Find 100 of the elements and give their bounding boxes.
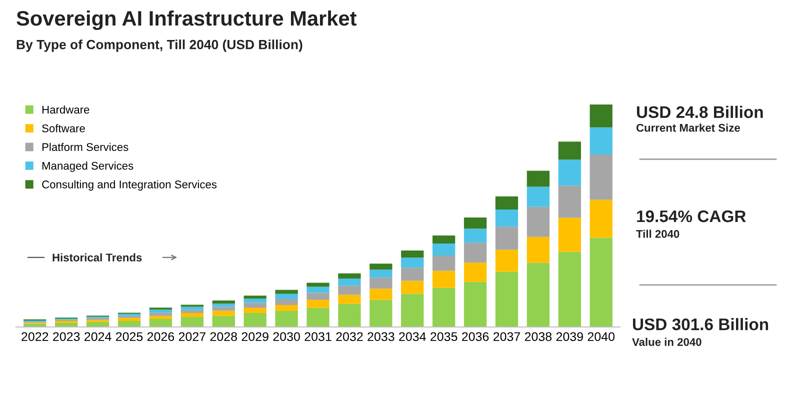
bar	[149, 312, 172, 316]
bar	[464, 242, 487, 263]
bar	[275, 294, 298, 299]
bar	[495, 196, 518, 210]
x-tick-label: 2038	[524, 332, 552, 342]
bar	[149, 318, 172, 327]
bar	[401, 250, 424, 258]
bar	[558, 142, 581, 160]
x-tick-label: 2040	[588, 332, 615, 342]
x-tick-label: 2032	[336, 332, 363, 342]
bar	[526, 262, 550, 327]
x-tick-label: 2035	[430, 332, 458, 342]
bar	[495, 209, 518, 227]
bar	[590, 154, 612, 200]
text: Current Market Size	[636, 124, 740, 132]
x-tick-label: 2022	[22, 332, 48, 342]
bar	[212, 300, 235, 304]
bar	[244, 302, 266, 308]
bar	[432, 236, 456, 244]
x-tick-label: 2024	[84, 332, 112, 342]
bar	[180, 312, 204, 317]
bar	[338, 273, 361, 278]
bar	[401, 258, 424, 268]
x-tick-label: 2039	[556, 332, 583, 342]
bar	[401, 280, 424, 294]
x-tick-label: 2031	[304, 332, 332, 342]
x-tick-label: 2028	[210, 332, 237, 342]
bar	[590, 104, 612, 128]
bar	[401, 294, 424, 327]
bar	[338, 278, 361, 286]
bar	[306, 300, 330, 308]
bar	[432, 256, 456, 271]
text: Till 2040	[636, 230, 680, 238]
bar	[149, 310, 172, 313]
bar	[464, 218, 487, 229]
bar	[306, 292, 330, 300]
x-tick-label: 2027	[178, 332, 206, 342]
bar	[244, 308, 266, 313]
bar	[464, 228, 487, 243]
bar	[590, 200, 612, 238]
bar	[180, 310, 204, 313]
bar	[558, 252, 581, 327]
bar	[526, 170, 550, 187]
bar	[338, 304, 361, 327]
text: Value in 2040	[632, 338, 702, 346]
bar	[526, 236, 550, 263]
bar	[370, 288, 392, 300]
bar	[212, 306, 235, 311]
legend-label: Software	[42, 124, 85, 132]
bar	[244, 296, 266, 299]
x-tick-label: 2033	[368, 332, 394, 342]
legend-label: Hardware	[42, 105, 90, 114]
x-tick-label: 2023	[53, 332, 80, 342]
bar	[275, 290, 298, 294]
x-tick-label: 2030	[273, 332, 300, 342]
bar	[118, 320, 141, 327]
x-tick-label: 2029	[242, 332, 268, 342]
bar	[495, 226, 518, 250]
bar	[401, 268, 424, 281]
bar	[432, 270, 456, 288]
text: USD 24.8 Billion	[637, 106, 763, 118]
x-tick-label: 2034	[399, 332, 426, 342]
text: 19.54% CAGR	[637, 210, 746, 222]
bar	[370, 264, 392, 270]
bar	[306, 308, 330, 327]
bar	[590, 238, 612, 327]
bar	[275, 310, 298, 327]
text: USD 301.6 Billion	[633, 318, 768, 330]
bar	[306, 282, 330, 287]
bar	[149, 316, 172, 319]
bar	[464, 262, 487, 282]
bar	[212, 310, 235, 316]
bar	[370, 300, 392, 327]
bar	[118, 318, 141, 321]
bar	[370, 270, 392, 278]
bar	[306, 286, 330, 293]
legend-label: Managed Services	[42, 162, 134, 172]
bar	[526, 186, 550, 207]
bar	[244, 298, 266, 303]
bar	[495, 250, 518, 272]
bar	[590, 127, 612, 155]
bar	[244, 312, 266, 327]
bar	[432, 244, 456, 256]
bar	[338, 286, 361, 295]
bar	[180, 306, 204, 310]
bar	[464, 282, 487, 327]
legend-label: Consulting and Integration Services	[42, 180, 217, 191]
bar	[212, 304, 235, 307]
bar	[212, 316, 235, 327]
bar	[558, 186, 581, 218]
x-tick-label: 2026	[147, 332, 174, 342]
bar	[432, 288, 456, 327]
x-tick-label: 2025	[116, 332, 143, 342]
bar	[558, 160, 581, 186]
bar	[370, 278, 392, 289]
x-tick-label: 2037	[493, 332, 520, 342]
annotation: Historical Trends	[52, 253, 142, 262]
chart-title: Sovereign AI Infrastructure Market	[16, 10, 356, 30]
bar	[526, 206, 550, 237]
bar	[495, 272, 518, 327]
